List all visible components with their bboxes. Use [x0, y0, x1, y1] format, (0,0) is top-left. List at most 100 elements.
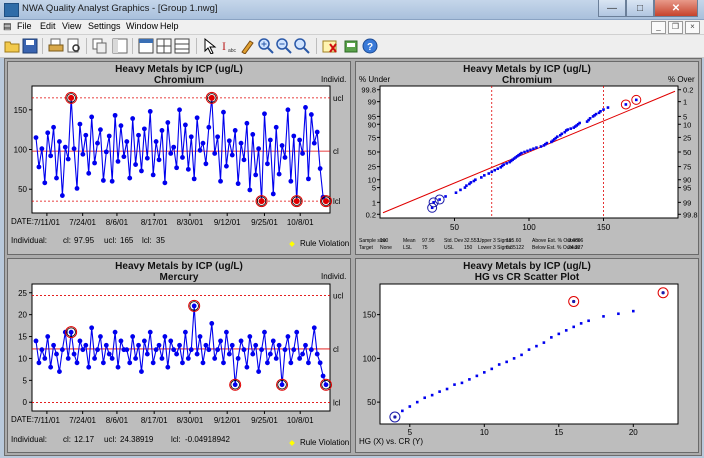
print-icon[interactable] — [48, 38, 64, 54]
lcl-label: lcl: — [171, 435, 181, 444]
data-point — [460, 381, 464, 385]
data-point — [597, 111, 601, 115]
left-axis-header: % Under — [359, 75, 391, 84]
data-point — [33, 135, 39, 140]
data-point — [445, 387, 449, 391]
date-axis-label: DATE: — [11, 217, 34, 226]
menu-edit[interactable]: Edit — [40, 21, 56, 31]
excluded-point-ring-inner — [207, 93, 217, 103]
menu-help[interactable]: Help — [160, 21, 179, 31]
limit-label: ucl — [333, 291, 343, 300]
data-point — [235, 181, 241, 187]
data-point — [188, 134, 194, 140]
copy-icon[interactable] — [92, 38, 108, 54]
data-point — [141, 338, 147, 344]
layout-4-icon[interactable] — [174, 38, 190, 54]
left-tick-label: 10 — [368, 176, 376, 185]
data-point — [303, 342, 308, 348]
stats-table-cell: 24.227 — [568, 245, 584, 251]
hg-cr-scatter-panel[interactable]: Heavy Metals by ICP (ug/L) HG vs CR Scat… — [355, 258, 699, 453]
export-icon[interactable] — [344, 38, 360, 54]
layout-3-icon[interactable] — [156, 38, 172, 54]
data-point — [197, 334, 203, 339]
ucl-value: 165 — [120, 236, 134, 245]
limit-label: ucl — [333, 94, 343, 103]
maximize-button[interactable]: □ — [626, 0, 654, 17]
data-point — [221, 109, 226, 115]
y-tick-label: 5 — [23, 376, 28, 385]
open-icon[interactable] — [4, 38, 20, 54]
data-point — [256, 146, 262, 152]
data-point — [520, 151, 523, 155]
mdi-minimize-button[interactable]: _ — [651, 21, 666, 34]
limit-label: cl — [333, 147, 339, 156]
limit-label: lcl — [333, 398, 341, 407]
save-icon[interactable] — [22, 38, 38, 54]
data-point — [133, 162, 138, 167]
data-point — [300, 351, 305, 357]
data-point — [171, 144, 177, 150]
excluded-point-ring-inner — [292, 196, 302, 206]
data-point — [469, 181, 473, 184]
data-point — [112, 112, 118, 118]
left-tick-label: 50 — [368, 148, 376, 157]
right-tick-label: 99.8 — [683, 210, 698, 219]
data-point — [174, 351, 180, 357]
data-point — [311, 325, 317, 331]
print-preview-icon[interactable] — [66, 38, 82, 54]
data-point — [144, 155, 150, 161]
menu-window[interactable]: Window — [126, 21, 159, 31]
lcl-label: lcl: — [142, 236, 152, 245]
right-tick-label: 95 — [683, 184, 691, 193]
stats-table-cell: Above Est. % Outside — [532, 238, 581, 244]
mdi-document-icon[interactable]: ▤ — [3, 21, 12, 31]
limit-label: cl — [333, 345, 339, 354]
data-point — [551, 139, 555, 142]
excluded-point-ring-inner — [230, 380, 240, 390]
select-cursor-icon[interactable] — [202, 38, 218, 54]
data-point — [182, 122, 188, 128]
data-point — [212, 151, 218, 156]
menu-settings[interactable]: Settings — [88, 21, 121, 31]
close-button[interactable]: ✕ — [654, 0, 698, 17]
data-point — [438, 198, 441, 201]
plot-area — [31, 85, 331, 214]
excluded-point — [572, 299, 576, 304]
layout-1-icon[interactable] — [112, 38, 128, 54]
layout-2-icon[interactable] — [138, 38, 154, 54]
date-axis-label: DATE: — [11, 415, 34, 424]
help-icon[interactable]: ? — [362, 38, 378, 54]
data-point — [323, 382, 329, 388]
data-point — [303, 105, 308, 110]
y-tick-label: 10 — [18, 354, 27, 363]
data-point — [92, 160, 97, 166]
x-tick-label: 15 — [554, 428, 563, 437]
data-point — [515, 155, 519, 158]
data-point — [267, 137, 273, 143]
chromium-control-chart-panel[interactable]: Heavy Metals by ICP (ug/L) Chromium Indi… — [7, 61, 351, 255]
data-point — [209, 321, 215, 326]
data-point — [232, 382, 238, 388]
menu-file[interactable]: File — [17, 21, 32, 31]
data-point — [259, 347, 264, 353]
annotate-icon[interactable] — [240, 38, 256, 54]
mdi-restore-button[interactable]: ❐ — [668, 21, 683, 34]
zoom-in-icon[interactable] — [258, 38, 274, 54]
excluded-point-ring — [205, 91, 218, 104]
excluded-point-ring — [631, 94, 642, 105]
data-point — [308, 112, 314, 117]
data-point — [168, 338, 174, 344]
mdi-close-button[interactable]: × — [685, 21, 700, 34]
menu-view[interactable]: View — [62, 21, 82, 31]
zoom-out-icon[interactable] — [276, 38, 292, 54]
data-point — [502, 163, 505, 166]
excluded-point-ring-inner — [256, 196, 267, 206]
zoom-reset-icon[interactable] — [294, 38, 310, 54]
clear-exclusions-icon[interactable] — [322, 38, 338, 54]
data-point — [444, 195, 447, 198]
minimize-button[interactable]: — — [598, 0, 626, 17]
chromium-probability-plot-panel[interactable]: Heavy Metals by ICP (ug/L) Chromium % Un… — [355, 61, 699, 255]
mercury-control-chart-panel[interactable]: Heavy Metals by ICP (ug/L) Mercury Indiv… — [7, 258, 351, 453]
excluded-point-ring — [427, 202, 438, 213]
